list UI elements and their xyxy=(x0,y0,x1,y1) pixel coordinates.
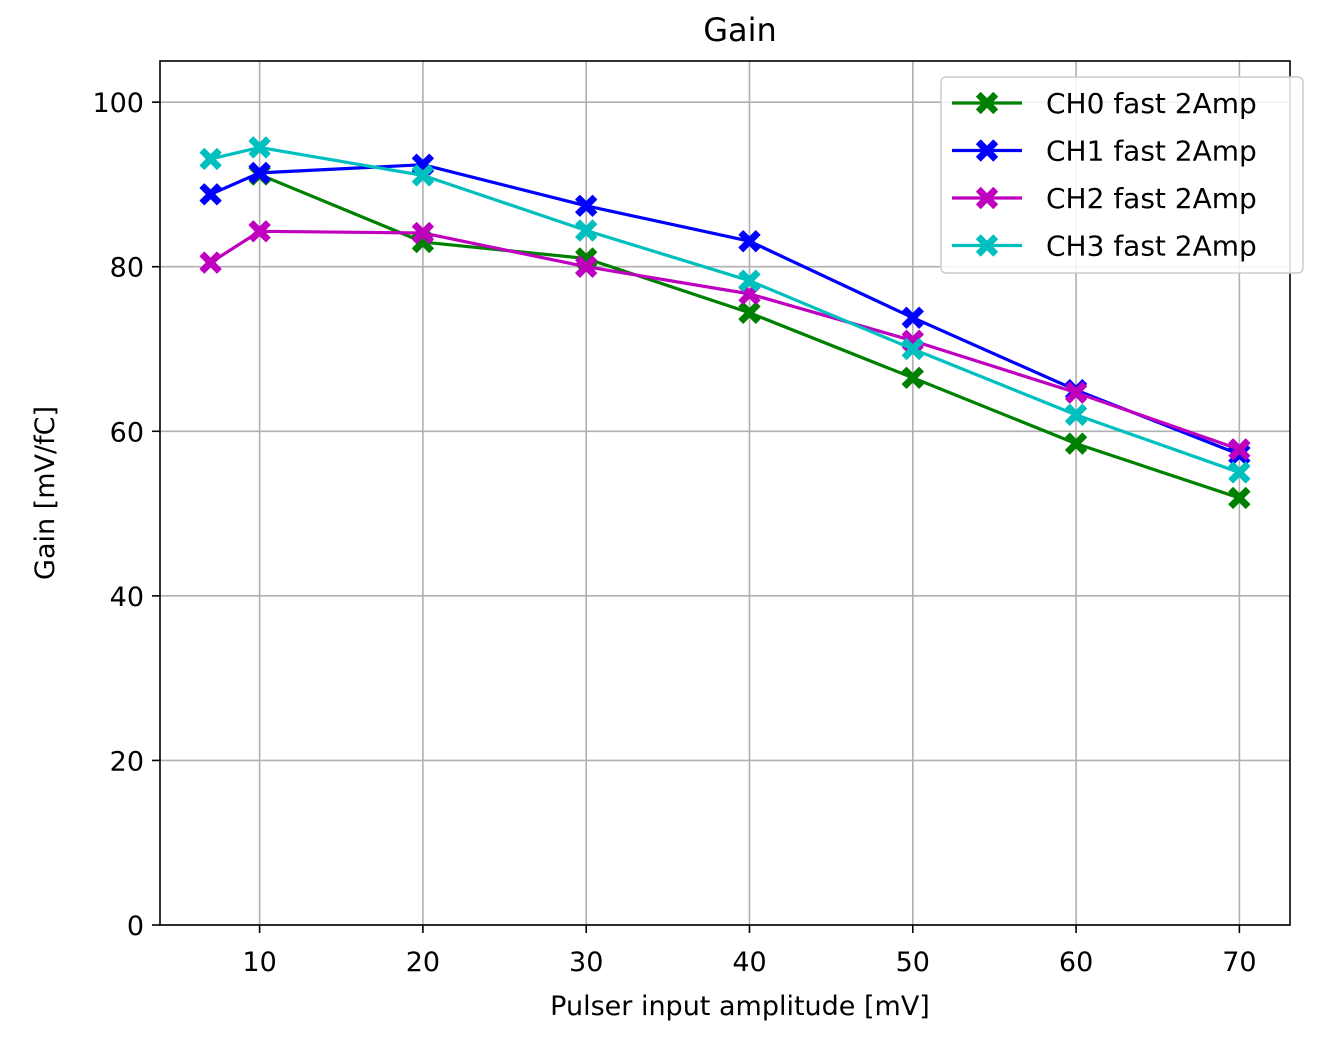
data-point xyxy=(199,183,222,206)
data-point xyxy=(1228,438,1251,461)
y-tick-label: 0 xyxy=(127,911,144,942)
x-axis-title: Pulser input amplitude [mV] xyxy=(550,991,930,1022)
data-point xyxy=(1065,381,1088,404)
data-point xyxy=(411,221,434,244)
data-point xyxy=(248,220,271,243)
data-point xyxy=(1228,486,1251,509)
data-point xyxy=(1065,432,1088,455)
y-axis-title: Gain [mV/fC] xyxy=(30,406,61,580)
x-tick-label: 70 xyxy=(1222,947,1256,978)
data-point xyxy=(901,366,924,389)
x-tick-label: 10 xyxy=(242,947,276,978)
x-tick-label: 50 xyxy=(896,947,930,978)
y-tick-label: 60 xyxy=(110,417,144,448)
data-point xyxy=(1228,461,1251,484)
series-3 xyxy=(199,136,1251,484)
series-line xyxy=(209,163,1240,456)
x-tick-label: 60 xyxy=(1059,947,1093,978)
series-lines xyxy=(199,136,1251,509)
data-point xyxy=(738,269,761,292)
data-point xyxy=(575,194,598,217)
axis-ticks: 10 20 30 40 50 60 70 0 20 40 60 80 100 xyxy=(92,88,1256,978)
data-point xyxy=(199,251,222,274)
y-tick-label: 80 xyxy=(110,253,144,284)
x-tick-label: 40 xyxy=(732,947,766,978)
x-tick-label: 30 xyxy=(569,947,603,978)
data-point xyxy=(901,306,924,329)
series-line xyxy=(209,229,1240,451)
legend-label: CH3 fast 2Amp xyxy=(1046,230,1257,263)
chart-title: Gain xyxy=(703,11,777,49)
legend-marker xyxy=(976,139,998,162)
legend-box xyxy=(940,76,1304,274)
series-1 xyxy=(199,153,1251,466)
data-point xyxy=(738,230,761,253)
data-point xyxy=(738,301,761,324)
y-tick-label: 100 xyxy=(92,88,144,119)
data-point xyxy=(575,255,598,278)
legend-label: CH1 fast 2Amp xyxy=(1046,135,1257,168)
plot-frame xyxy=(159,60,1291,926)
y-tick-label: 20 xyxy=(110,746,144,777)
legend-label: CH2 fast 2Amp xyxy=(1046,182,1257,215)
legend-marker xyxy=(976,187,998,209)
x-tick-label: 20 xyxy=(406,947,440,978)
data-point xyxy=(575,219,598,242)
data-point xyxy=(901,338,924,360)
y-tick-label: 40 xyxy=(110,582,144,613)
data-point xyxy=(1065,403,1088,426)
data-point xyxy=(411,164,434,187)
legend: CH0 fast 2Amp CH1 fast 2Amp CH2 fast 2Amp C… xyxy=(940,76,1304,274)
legend-marker xyxy=(976,234,998,257)
legend-label: CH0 fast 2Amp xyxy=(1046,87,1257,120)
legend-marker xyxy=(976,92,998,114)
series-line xyxy=(210,145,1240,474)
data-point xyxy=(248,136,271,159)
data-point xyxy=(199,147,222,170)
data-point xyxy=(248,161,271,184)
